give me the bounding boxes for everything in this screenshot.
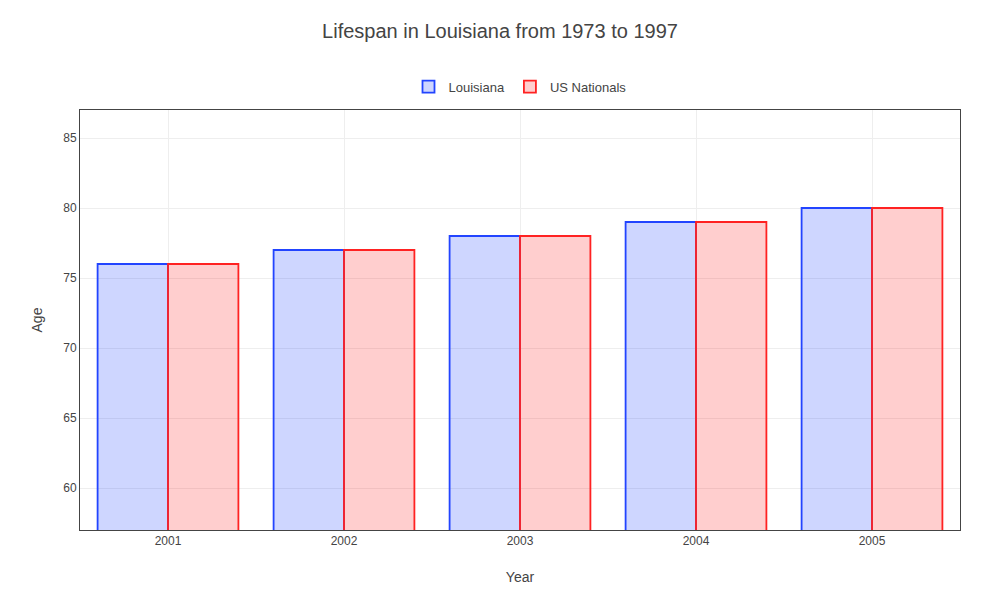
svg-text:2004: 2004	[683, 534, 710, 548]
svg-text:60: 60	[63, 481, 77, 495]
svg-text:2002: 2002	[331, 534, 358, 548]
svg-text:85: 85	[63, 131, 77, 145]
svg-text:Louisiana: Louisiana	[449, 80, 505, 95]
svg-text:2001: 2001	[155, 534, 182, 548]
svg-text:80: 80	[63, 201, 77, 215]
svg-text:65: 65	[63, 411, 77, 425]
svg-text:75: 75	[63, 271, 77, 285]
svg-text:Year: Year	[506, 569, 535, 585]
svg-text:2005: 2005	[859, 534, 886, 548]
svg-text:70: 70	[63, 341, 77, 355]
svg-text:US Nationals: US Nationals	[550, 80, 626, 95]
svg-text:Age: Age	[29, 307, 45, 332]
svg-text:Lifespan in Louisiana from 197: Lifespan in Louisiana from 1973 to 1997	[322, 20, 678, 42]
svg-text:2003: 2003	[507, 534, 534, 548]
